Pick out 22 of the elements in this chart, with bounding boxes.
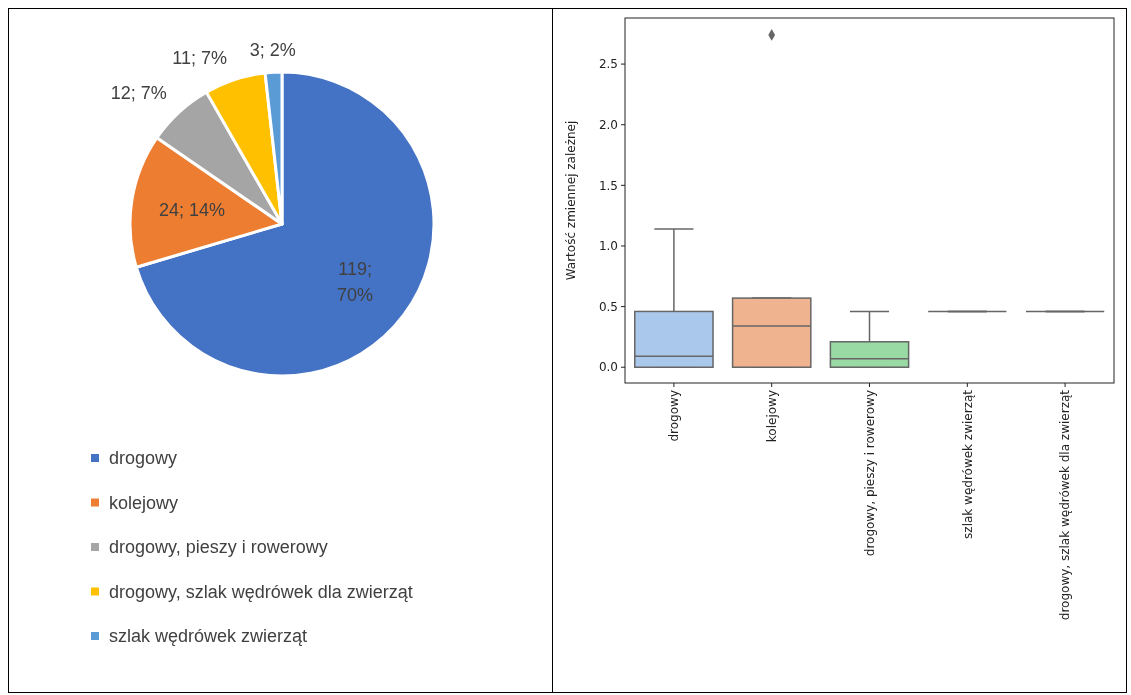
x-tick-label: kolejowy <box>764 390 779 443</box>
x-tick-label: drogowy, szlak wędrówek dla zwierząt <box>1058 389 1073 621</box>
data-label: 24; 14% <box>158 199 225 220</box>
legend-label: kolejowy <box>109 492 179 513</box>
y-tick-label: 2.5 <box>598 57 618 72</box>
data-label: 119; 70% <box>337 258 374 305</box>
data-label: 11; 7% <box>172 47 227 68</box>
y-axis-title: Wartość zmiennej zależnej <box>564 120 578 281</box>
data-label: 3; 2% <box>249 40 296 61</box>
y-tick-label: 0.5 <box>598 299 618 314</box>
x-tick-label: szlak wędrówek zwierząt <box>960 389 975 539</box>
x-tick-label: drogowy <box>667 390 682 442</box>
legend-label: drogowy, pieszy i rowerowy <box>109 537 328 558</box>
legend-label: drogowy <box>109 448 178 469</box>
y-tick-label: 1.0 <box>598 239 618 254</box>
data-label: 12; 7% <box>110 83 167 104</box>
y-tick-label: 1.5 <box>598 178 618 193</box>
y-tick-label: 0.0 <box>598 360 618 375</box>
legend-label: szlak wędrówek zwierząt <box>109 626 308 647</box>
legend-label: drogowy, szlak wędrówek dla zwierząt <box>109 581 413 602</box>
x-tick-label: drogowy, pieszy i rowerowy <box>862 390 877 557</box>
y-tick-label: 2.0 <box>598 117 618 132</box>
